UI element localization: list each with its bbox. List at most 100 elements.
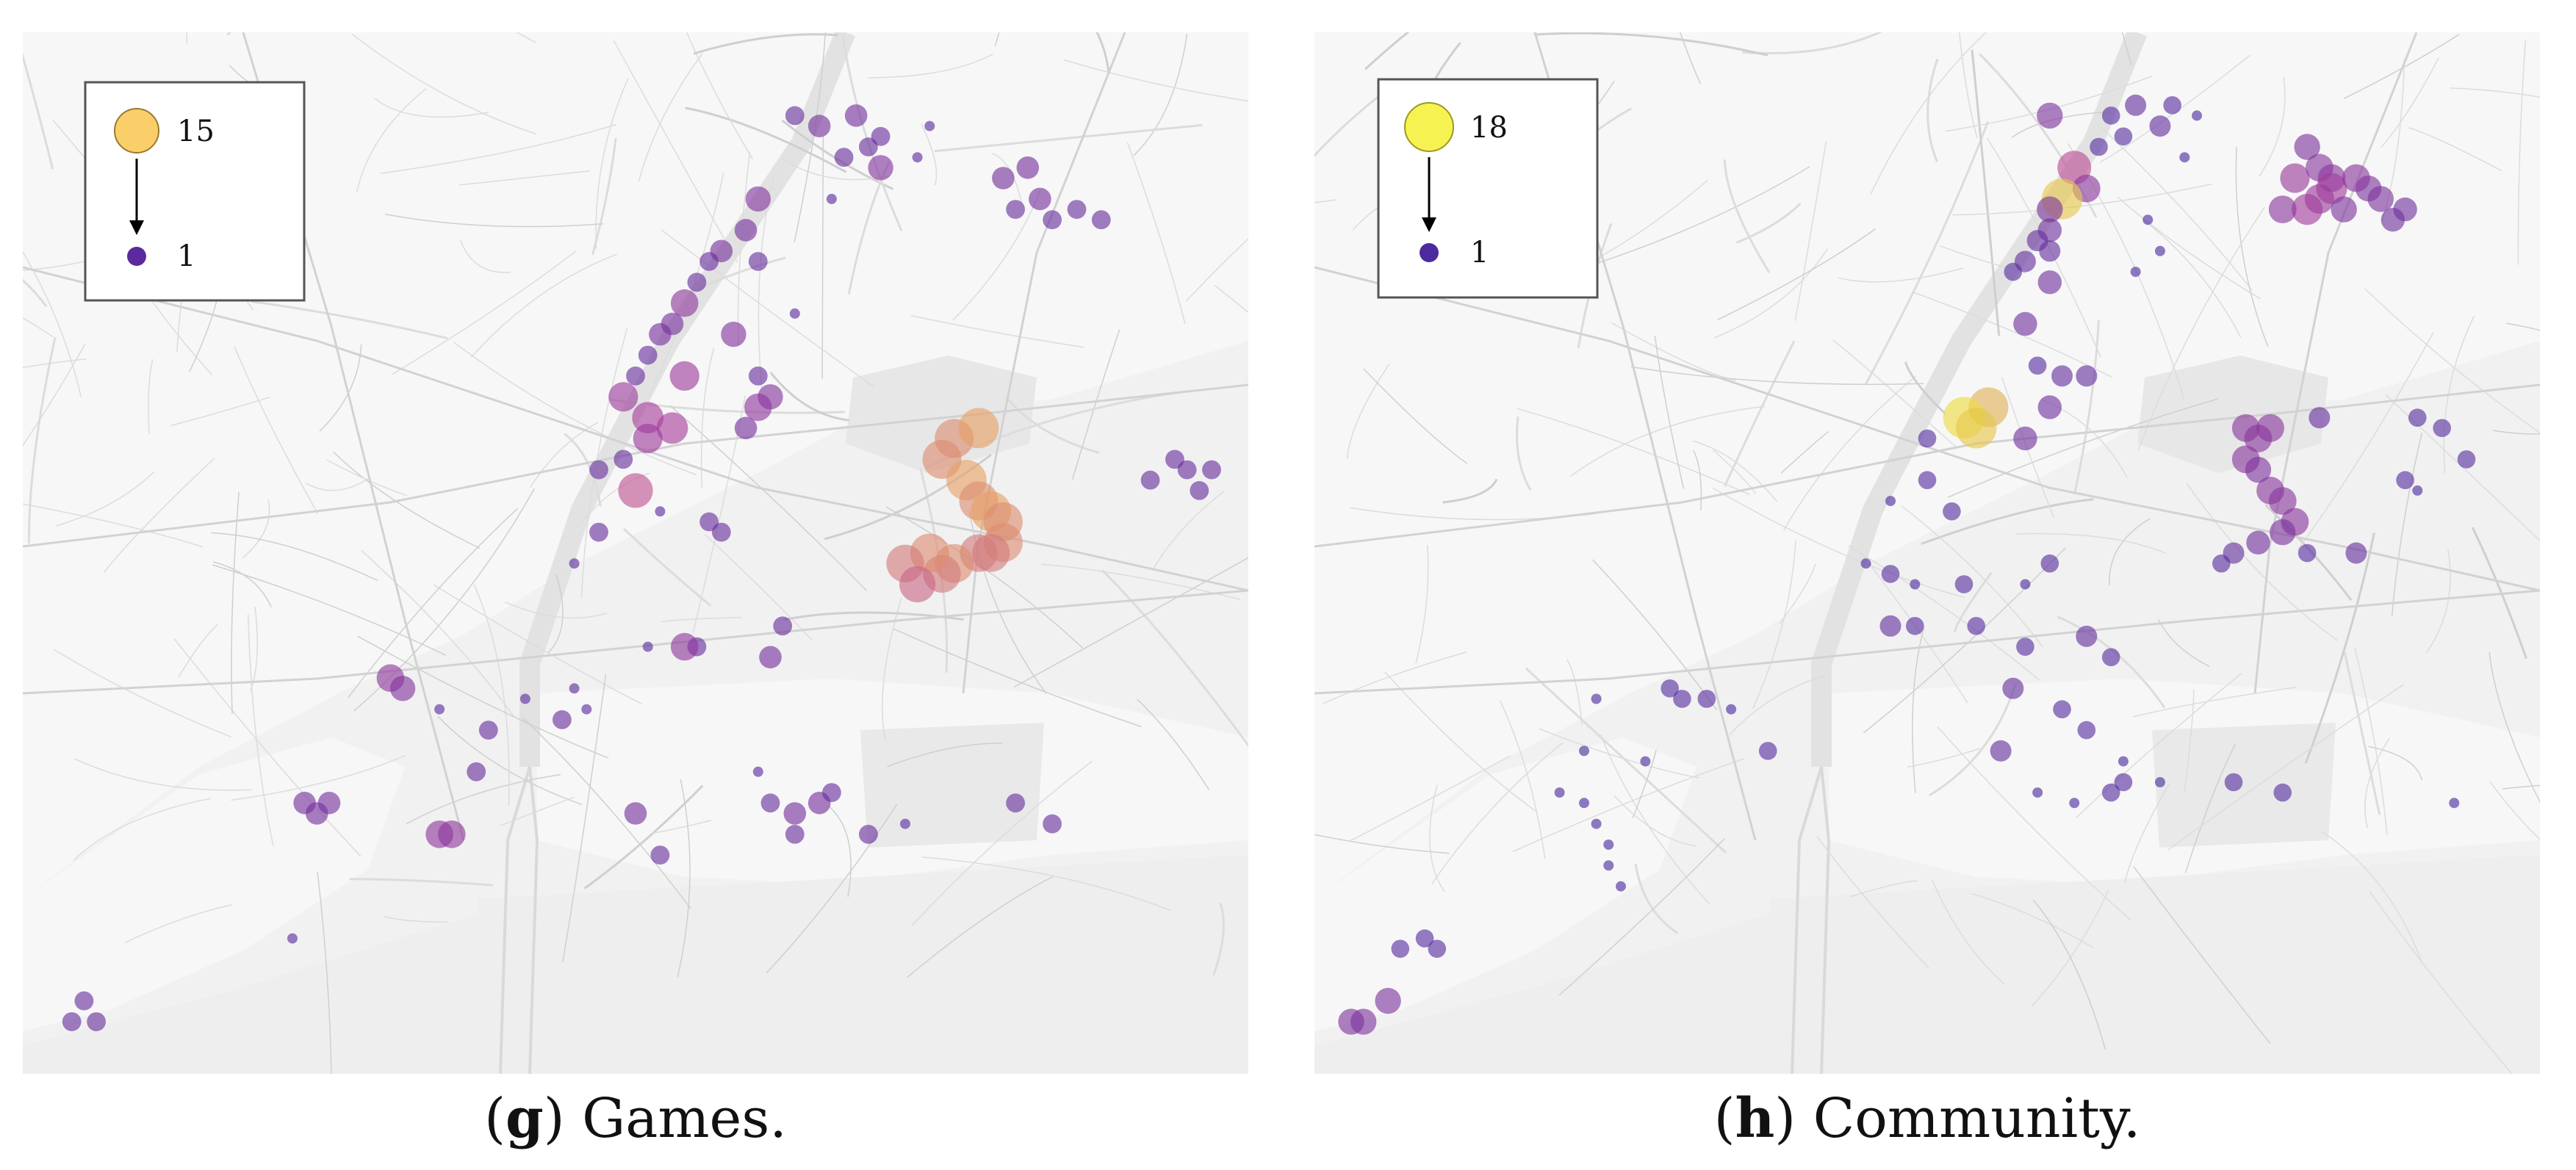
road	[910, 314, 1084, 348]
caption-text: Games.	[582, 1087, 787, 1150]
shipping-lane	[499, 766, 531, 1074]
activity-point	[1140, 470, 1160, 490]
shipping-lane	[1791, 766, 1823, 1074]
shipping-lane	[528, 766, 539, 1074]
road	[661, 229, 875, 388]
activity-point	[760, 793, 780, 813]
activity-point	[624, 802, 647, 825]
road	[766, 804, 898, 974]
activity-point	[633, 423, 663, 454]
road	[453, 342, 697, 476]
activity-point	[2016, 638, 2034, 656]
road	[249, 606, 258, 692]
road	[1870, 32, 1987, 195]
road	[2184, 690, 2195, 792]
activity-point	[478, 721, 498, 740]
road	[2184, 743, 2237, 873]
activity-point	[785, 106, 805, 126]
activity-point	[642, 641, 653, 652]
activity-point	[2393, 197, 2417, 222]
activity-point	[62, 1012, 82, 1031]
activity-point	[569, 683, 580, 694]
road	[348, 508, 519, 698]
activity-point	[1616, 881, 1626, 892]
road	[934, 123, 1203, 153]
point-layer	[1338, 94, 2476, 1035]
road	[1364, 32, 1410, 71]
road	[2367, 745, 2423, 781]
legend-min-label: 1	[177, 239, 195, 273]
road	[1931, 879, 2006, 986]
road	[1613, 795, 1697, 847]
road	[841, 35, 903, 231]
road	[1314, 199, 1337, 203]
road	[1971, 893, 2094, 949]
activity-point	[2114, 127, 2133, 146]
caption-letter: g	[506, 1087, 544, 1150]
road	[2381, 57, 2439, 148]
road	[2492, 430, 2540, 435]
activity-point	[734, 219, 758, 242]
road	[2408, 127, 2503, 172]
activity-point	[1190, 481, 1209, 500]
caption-games: (g) Games.	[484, 1087, 787, 1150]
legend-min-marker	[127, 247, 146, 266]
activity-point	[759, 646, 782, 669]
activity-point	[2342, 164, 2370, 192]
activity-point	[2013, 426, 2037, 451]
activity-point	[2077, 721, 2096, 740]
road	[231, 491, 240, 715]
road	[1558, 838, 1725, 996]
road	[459, 239, 511, 273]
road	[769, 372, 849, 422]
road	[2109, 518, 2151, 585]
activity-point	[844, 104, 868, 127]
road	[1716, 228, 1876, 321]
road	[882, 598, 902, 741]
activity-point	[2037, 102, 2063, 129]
road	[1654, 335, 1685, 489]
road	[56, 471, 155, 527]
road	[356, 88, 427, 192]
road	[392, 250, 577, 375]
activity-point	[1029, 187, 1051, 211]
road	[2259, 76, 2286, 177]
activity-point	[2245, 456, 2272, 483]
road	[437, 715, 583, 806]
road	[2517, 40, 2526, 265]
road	[2425, 549, 2451, 654]
activity-point	[1881, 565, 1900, 583]
activity-point	[1006, 200, 1025, 219]
road	[2321, 831, 2423, 965]
activity-point	[1918, 429, 1937, 448]
legend-max-label: 15	[177, 115, 215, 148]
road	[374, 98, 489, 118]
activity-point	[1091, 210, 1111, 230]
road	[1570, 405, 1766, 477]
road	[911, 760, 1093, 926]
activity-point	[1967, 617, 1985, 635]
road	[1346, 363, 1390, 459]
road	[2443, 316, 2475, 474]
caption-community: (h) Community.	[1713, 1087, 2141, 1150]
activity-point	[748, 366, 768, 386]
activity-point	[2154, 777, 2165, 787]
activity-point	[317, 792, 341, 815]
road	[1863, 547, 2066, 734]
activity-point	[2309, 407, 2331, 429]
activity-point	[670, 632, 699, 661]
activity-point	[871, 126, 891, 146]
road	[1592, 559, 1718, 711]
activity-point	[467, 762, 486, 781]
activity-point	[834, 148, 854, 167]
activity-point	[2408, 408, 2427, 427]
activity-point	[1906, 617, 1924, 635]
activity-point	[687, 272, 707, 292]
road	[213, 561, 272, 608]
road	[1516, 416, 1532, 491]
road	[1214, 284, 1248, 314]
road	[1415, 544, 1429, 664]
road	[1533, 32, 1769, 57]
ocean-water	[1314, 855, 2540, 1074]
road	[1729, 675, 1825, 736]
